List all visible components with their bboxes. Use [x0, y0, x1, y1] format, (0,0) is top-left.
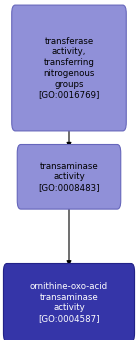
FancyBboxPatch shape [3, 264, 135, 340]
FancyBboxPatch shape [17, 144, 121, 209]
Text: transferase
activity,
transferring
nitrogenous
groups
[GO:0016769]: transferase activity, transferring nitro… [38, 37, 100, 99]
Text: transaminase
activity
[GO:0008483]: transaminase activity [GO:0008483] [38, 162, 100, 192]
FancyBboxPatch shape [12, 5, 126, 131]
Text: ornithine-oxo-acid
transaminase
activity
[GO:0004587]: ornithine-oxo-acid transaminase activity… [30, 282, 108, 323]
